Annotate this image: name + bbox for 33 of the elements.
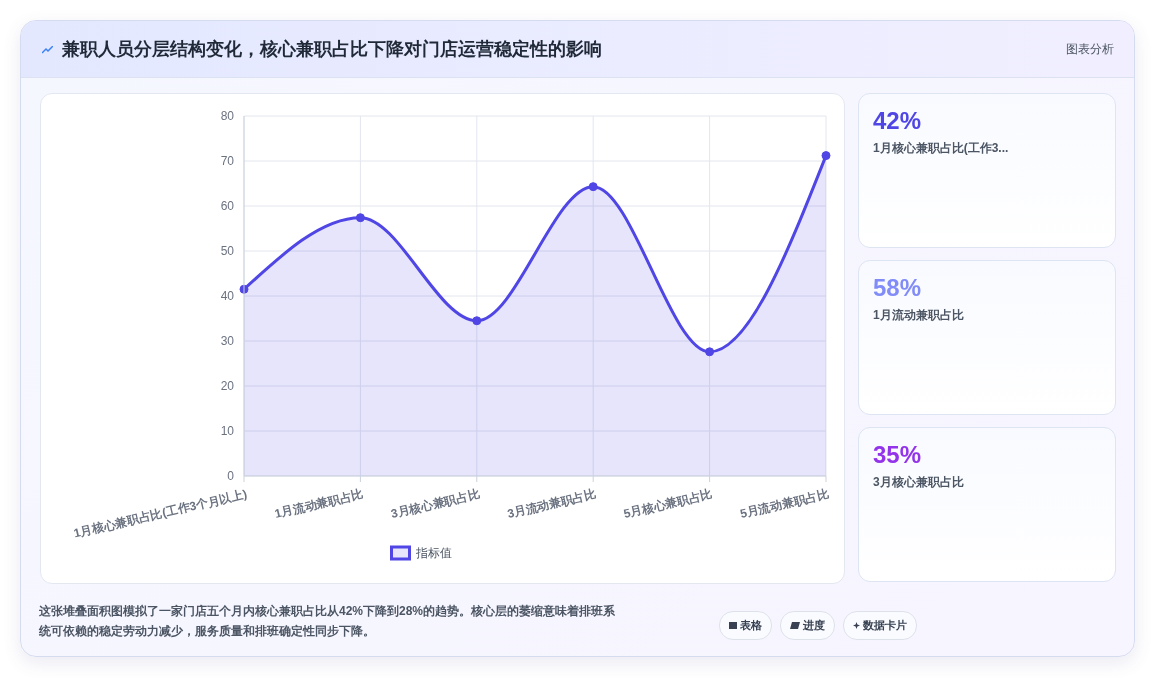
- point: [355, 213, 365, 223]
- y-tick-label: 60: [220, 199, 235, 214]
- text: 图表分析: [1066, 41, 1114, 58]
- text: 1月核心兼职占比(工作3...: [873, 140, 1010, 157]
- legend-label: 指标值: [414, 546, 452, 561]
- point: [821, 151, 831, 161]
- x-tick-label: 3月流动兼职占比: [505, 486, 598, 521]
- text: 进度: [780, 611, 835, 640]
- y-tick-label: 20: [220, 379, 235, 394]
- x-tick-label: 5月流动兼职占比: [738, 486, 831, 521]
- text: 这张堆叠面积图模拟了一家门店五个月内核心兼职占比从42%下降到28%的趋势。核心层的萎缩意味着排班系统可依赖的稳定劳动力减少，服务质量和排班确定性同步下降。: [39, 603, 617, 640]
- text: 数据卡片: [843, 611, 917, 640]
- y-tick-label: 40: [220, 289, 235, 304]
- point: [705, 347, 715, 357]
- text: 表格: [719, 611, 772, 640]
- x-tick-label: 5月核心兼职占比: [622, 486, 714, 521]
- text: 3月核心兼职占比: [873, 474, 965, 491]
- x-tick-label: 1月核心兼职占比(工作3个月以上): [72, 486, 249, 541]
- y-tick-label: 80: [220, 109, 235, 124]
- text: 35%: [873, 440, 923, 470]
- text: 1月流动兼职占比: [873, 307, 965, 324]
- x-tick-label: 3月核心兼职占比: [389, 486, 482, 521]
- y-tick-label: 30: [220, 334, 235, 349]
- text: 42%: [873, 106, 923, 136]
- point: [588, 182, 598, 192]
- chart-title: 兼职人员分层结构变化，核心兼职占比下降对门店运营稳定性的影响: [62, 38, 602, 61]
- y-tick-label: 70: [220, 154, 235, 169]
- text: 58%: [873, 273, 923, 303]
- y-tick-label: 0: [227, 469, 235, 484]
- x-tick-label: 1月流动兼职占比: [273, 486, 365, 521]
- y-tick-label: 50: [220, 244, 235, 259]
- y-tick-label: 10: [220, 424, 235, 439]
- point: [472, 316, 482, 326]
